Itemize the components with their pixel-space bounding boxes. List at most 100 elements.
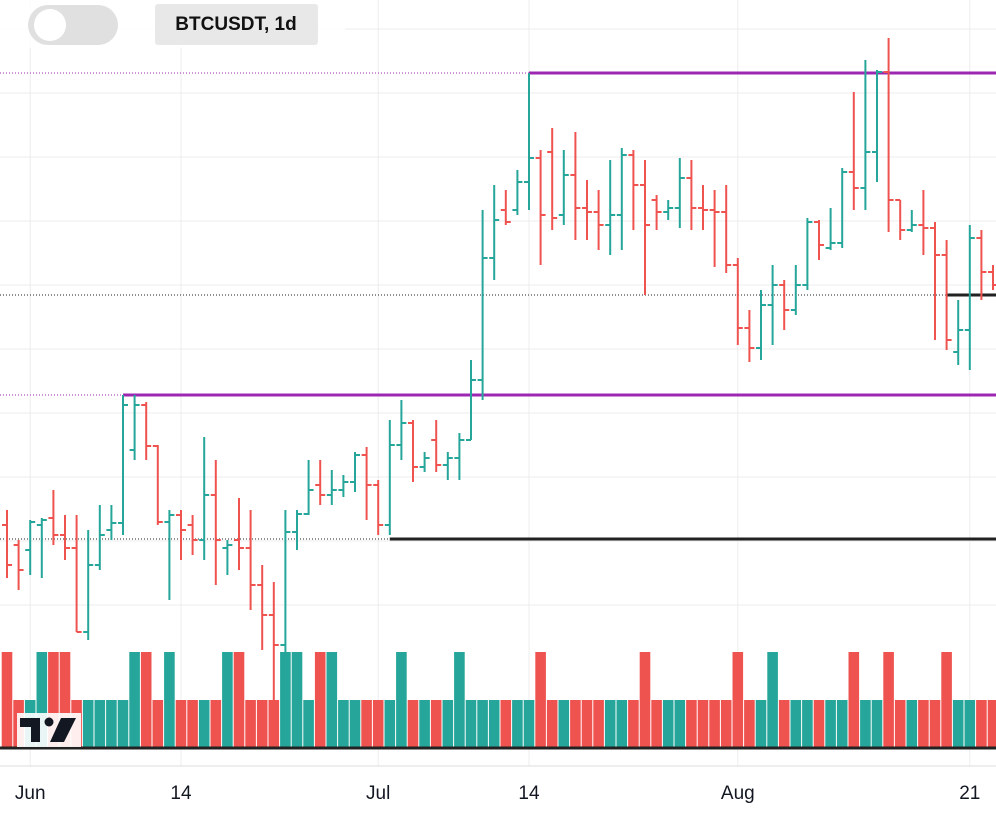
volume-bar	[535, 652, 546, 748]
volume-bar	[140, 652, 152, 748]
x-tick-label: Jun	[15, 783, 46, 804]
volume-bar	[59, 652, 71, 748]
volume-bar	[454, 652, 465, 748]
price-bars	[2, 38, 996, 700]
x-labels: Jun 14 Jul 14 Aug 21	[15, 783, 980, 804]
volume-bar	[512, 700, 523, 748]
volume-bar	[106, 700, 117, 748]
volume-bar	[906, 700, 918, 748]
volume-bar	[349, 700, 361, 748]
volume-bar	[720, 700, 732, 748]
volume-bar	[987, 700, 996, 748]
volume-bar	[976, 700, 987, 748]
volume-bar	[836, 700, 848, 748]
symbol-box	[155, 4, 318, 45]
volume-bar	[581, 700, 593, 748]
volume-bar	[477, 700, 488, 748]
volume-bar	[338, 700, 349, 748]
volume-bar	[778, 700, 790, 748]
volume-bar	[593, 700, 604, 748]
volume-bar	[755, 700, 767, 748]
volume-bar	[1, 652, 13, 748]
volume-bar	[558, 700, 570, 748]
volume-pane	[1, 652, 996, 748]
volume-bar	[407, 700, 419, 748]
volume-bar	[256, 700, 268, 748]
volume-bar	[952, 700, 964, 748]
volume-bar	[419, 700, 430, 748]
volume-bar	[152, 700, 164, 748]
volume-bar	[813, 700, 825, 748]
volume-bar	[372, 700, 384, 748]
volume-bar	[117, 700, 129, 748]
volume-bar	[291, 652, 303, 748]
volume-bar	[767, 652, 778, 748]
volume-bar	[732, 652, 744, 748]
volume-bar	[697, 700, 709, 748]
volume-bar	[790, 700, 802, 748]
volume-bar	[187, 700, 198, 748]
volume-bar	[709, 700, 720, 748]
volume-bar	[233, 652, 245, 748]
volume-bar	[825, 700, 836, 748]
volume-bar	[210, 700, 222, 748]
volume-bar	[361, 700, 372, 748]
logo	[17, 713, 81, 747]
volume-bar	[662, 700, 674, 748]
volume-bar	[82, 700, 94, 748]
volume-bar	[465, 700, 477, 748]
volume-bar	[546, 700, 558, 748]
volume-bar	[628, 700, 639, 748]
toggle-knob	[34, 9, 66, 41]
volume-bar	[48, 652, 59, 748]
volume-bar	[488, 700, 500, 748]
volume-bar	[198, 700, 210, 748]
volume-bar	[94, 700, 106, 748]
volume-bar	[396, 652, 407, 748]
volume-bar	[964, 700, 976, 748]
chart-title: BTCUSDT, 1d	[175, 14, 296, 35]
volume-bar	[500, 700, 512, 748]
volume-bar	[245, 700, 256, 748]
volume-bar	[268, 700, 280, 748]
volume-bar	[860, 700, 871, 748]
volume-bar	[894, 700, 906, 748]
volume-bar	[802, 700, 813, 748]
volume-bar	[36, 652, 48, 748]
volume-bar	[929, 700, 941, 748]
volume-bar	[326, 652, 338, 748]
volume-bar	[674, 700, 686, 748]
volume-bar	[871, 700, 883, 748]
volume-bar	[918, 700, 929, 748]
x-tick-label: Aug	[721, 783, 755, 804]
volume-bar	[314, 652, 326, 748]
volume-bar	[604, 700, 616, 748]
x-tick-label: 14	[518, 783, 540, 804]
x-tick-label: 21	[959, 783, 980, 804]
volume-bar	[639, 652, 651, 748]
volume-bar	[175, 700, 187, 748]
volume-bar	[616, 700, 628, 748]
volume-bar	[848, 652, 860, 748]
volume-bar	[442, 700, 454, 748]
volume-bar	[384, 700, 396, 748]
x-tick-label: 14	[170, 783, 192, 804]
volume-bar	[164, 652, 175, 748]
volume-bar	[222, 652, 233, 748]
volume-bar	[883, 652, 894, 748]
volume-bar	[941, 652, 952, 748]
grid	[0, 0, 996, 766]
volume-bar	[280, 652, 291, 748]
volume-bar	[686, 700, 697, 748]
volume-bar	[651, 700, 662, 748]
volume-bar	[303, 700, 314, 748]
volume-bar	[570, 700, 581, 748]
time-axis	[0, 766, 996, 824]
volume-bar	[430, 700, 442, 748]
levels	[0, 71, 996, 541]
x-tick-label: Jul	[366, 783, 390, 804]
volume-bar	[744, 700, 755, 748]
volume-bar	[129, 652, 140, 748]
